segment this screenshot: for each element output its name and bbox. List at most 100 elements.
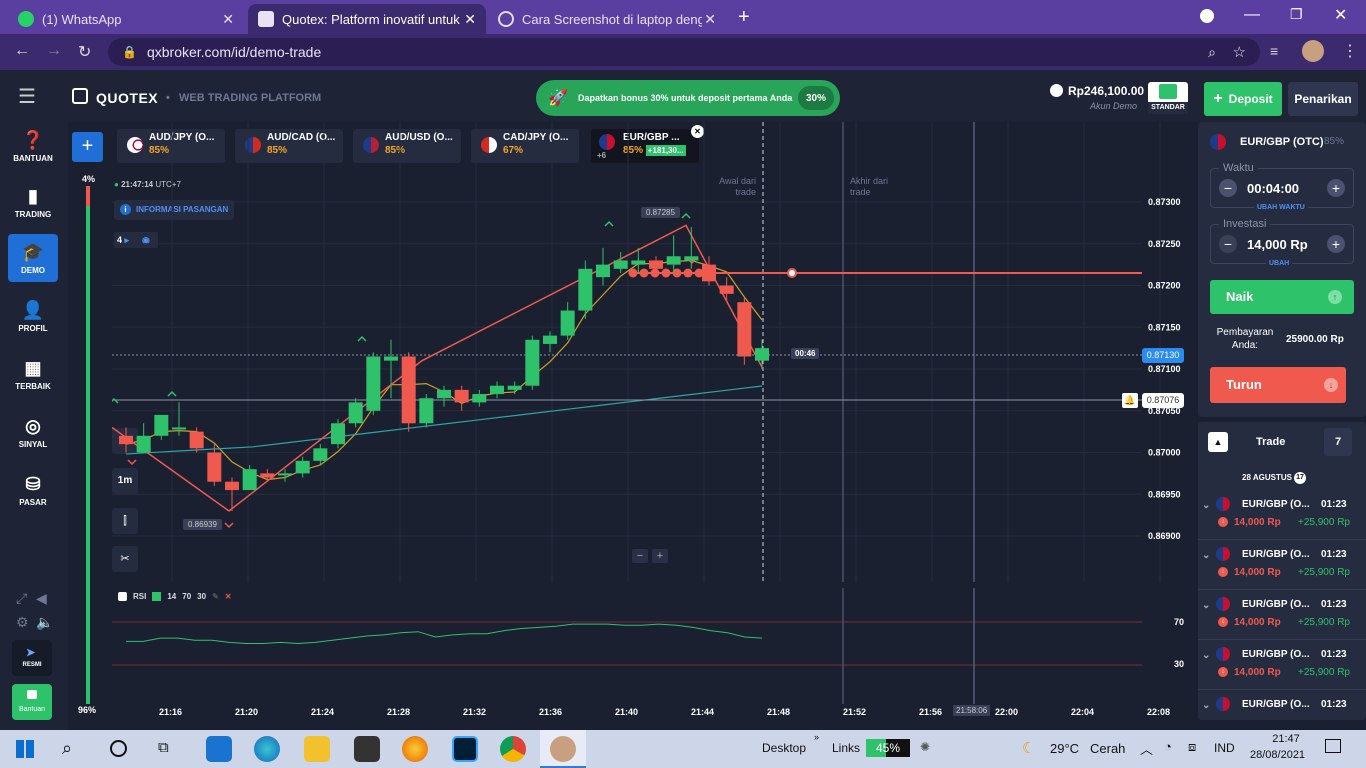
new-tab-button[interactable]: + xyxy=(738,6,750,28)
tab-whatsapp[interactable]: (1) WhatsApp ✕ xyxy=(8,4,244,34)
close-asset-icon[interactable]: ✕ xyxy=(691,125,704,138)
fullscreen-icon[interactable]: ⤢ xyxy=(16,590,28,606)
close-tab-icon[interactable]: ✕ xyxy=(464,10,476,27)
chart-type-button[interactable]: ⫿ xyxy=(112,508,138,534)
promo-banner[interactable]: 🚀 Dapatkan bonus 30% untuk deposit perta… xyxy=(536,80,840,116)
tray-chevron-icon[interactable]: ︿ xyxy=(1140,742,1154,757)
notifications-icon[interactable] xyxy=(1325,739,1341,753)
edit-icon[interactable]: ✎ xyxy=(212,592,219,601)
alert-price-label[interactable]: 0.87076 xyxy=(1142,393,1184,408)
url-field[interactable]: 🔒 qxbroker.com/id/demo-trade ⌕ ☆ xyxy=(108,38,1260,66)
asset-tab-audusd[interactable]: AUD/USD (O... 85% xyxy=(353,129,461,163)
settings-icon[interactable]: ⚙ xyxy=(16,614,29,630)
sidebar-item-help[interactable]: ❓ BANTUAN xyxy=(8,122,58,170)
investment-plus-button[interactable]: + xyxy=(1327,235,1345,253)
tab-search-icon[interactable] xyxy=(1200,9,1214,23)
chrome-profile-taskbar-item[interactable] xyxy=(540,730,586,768)
asset-tab-audcad[interactable]: AUD/CAD (O... 85% xyxy=(235,129,343,163)
sidebar-item-market[interactable]: ⛁ PASAR xyxy=(8,466,58,514)
weather-temp[interactable]: 29°C xyxy=(1050,741,1080,756)
trade-history-item[interactable]: ⌄ EUR/GBP (O... 01:23 ↓ 14,000 Rp +25,90… xyxy=(1198,592,1366,640)
collapse-trades-icon[interactable]: ▲ xyxy=(1208,432,1228,452)
sidebar-item-signals[interactable]: ◎ SINYAL xyxy=(8,408,58,456)
profile-avatar[interactable] xyxy=(1302,40,1324,62)
mail-app-icon[interactable] xyxy=(206,736,232,762)
timeframe-button[interactable]: 1m xyxy=(112,468,138,494)
network-icon[interactable]: ◔ xyxy=(1164,739,1172,754)
sound-icon[interactable]: 🔈 xyxy=(36,614,54,630)
sidebar-item-demo[interactable]: 🎓 DEMO xyxy=(8,234,58,282)
time-field[interactable]: Waktu − 00:04:00 + xyxy=(1210,162,1354,208)
clock-time[interactable]: 21:47 xyxy=(1272,733,1300,745)
selected-asset[interactable]: EUR/GBP (OTC) xyxy=(1240,136,1324,148)
expand-chevron-icon[interactable]: ⌄ xyxy=(1202,500,1211,511)
windows-start-icon[interactable] xyxy=(16,740,34,758)
desktop-toolbar[interactable]: Desktop xyxy=(762,741,807,755)
investment-field[interactable]: Investasi − 14,000 Rp + xyxy=(1210,218,1354,264)
investment-value[interactable]: 14,000 Rp xyxy=(1247,237,1308,252)
add-asset-button[interactable]: + xyxy=(72,132,103,162)
back-arrow-icon[interactable]: ◀ xyxy=(36,590,47,606)
investment-minus-button[interactable]: − xyxy=(1219,235,1237,253)
language-indicator[interactable]: IND xyxy=(1214,741,1235,755)
sidebar-item-profile[interactable]: 👤 PROFIL xyxy=(8,292,58,340)
tab-screenshot[interactable]: Cara Screenshot di laptop denga... ✕ xyxy=(488,4,726,34)
clock-date[interactable]: 28/08/2021 xyxy=(1250,749,1306,761)
close-tab-icon[interactable]: ✕ xyxy=(222,10,234,27)
file-explorer-icon[interactable] xyxy=(304,736,330,762)
close-window-icon[interactable]: ✕ xyxy=(1334,7,1348,24)
trade-history-item[interactable]: ⌄ EUR/GBP (O... 01:23 ↓ xyxy=(1198,692,1366,720)
battery-widget[interactable]: 45% xyxy=(866,739,910,757)
search-icon[interactable]: ⌕ xyxy=(62,738,73,758)
weather-moon-icon[interactable]: ☾ xyxy=(1022,740,1036,757)
tools-button[interactable]: ✂ xyxy=(112,546,138,572)
hamburger-menu-icon[interactable]: ☰ xyxy=(18,86,36,108)
minimize-icon[interactable]: — xyxy=(1244,6,1260,23)
expand-chevron-icon[interactable]: ⌄ xyxy=(1202,550,1211,561)
expand-chevron-icon[interactable]: ⌄ xyxy=(1202,650,1211,661)
asset-tab-cadjpy[interactable]: CAD/JPY (O... 67% xyxy=(471,129,579,163)
tab-quotex[interactable]: Quotex: Platform inovatif untuk i... ✕ xyxy=(248,4,486,34)
browser-menu-icon[interactable]: ⋮ xyxy=(1342,43,1358,60)
change-investment-link[interactable]: UBAH xyxy=(1266,260,1293,267)
chrome-icon[interactable] xyxy=(500,736,526,762)
deposit-button[interactable]: + Deposit xyxy=(1204,82,1282,116)
weather-text[interactable]: Cerah xyxy=(1090,741,1126,756)
links-toolbar[interactable]: Links xyxy=(832,741,861,755)
edge-icon[interactable] xyxy=(254,736,280,762)
expand-chevron-icon[interactable]: ⌄ xyxy=(1202,600,1211,611)
back-icon[interactable]: ← xyxy=(14,42,30,59)
network-status-icon[interactable]: ⧈ xyxy=(1188,739,1197,754)
asset-tab-audjpy[interactable]: AUD/JPY (O... 85% xyxy=(117,129,225,163)
sidebar-item-top[interactable]: ▦ TERBAIK xyxy=(8,350,58,398)
remove-icon[interactable]: ✕ xyxy=(224,592,232,601)
collapse-icon[interactable] xyxy=(118,592,127,601)
store-icon[interactable] xyxy=(354,736,380,762)
time-plus-button[interactable]: + xyxy=(1327,179,1345,197)
zoom-icon[interactable]: ⌕ xyxy=(1208,43,1216,60)
time-minus-button[interactable]: − xyxy=(1219,179,1237,197)
cortana-icon[interactable] xyxy=(110,740,127,757)
close-tab-icon[interactable]: ✕ xyxy=(704,10,716,27)
zoom-in-button[interactable]: + xyxy=(652,549,668,563)
maximize-icon[interactable]: ❐ xyxy=(1290,6,1303,22)
account-dropdown-icon[interactable] xyxy=(1050,84,1063,97)
trades-count[interactable]: 7 xyxy=(1324,428,1352,456)
trade-history-item[interactable]: ⌄ EUR/GBP (O... 01:23 ↓ 14,000 Rp +25,90… xyxy=(1198,542,1366,590)
reading-list-icon[interactable]: ≡ xyxy=(1270,43,1279,59)
price-chart[interactable]: 0.87300 0.87250 0.87200 0.87150 0.87100 0.870… xyxy=(112,122,1190,582)
down-button[interactable]: Turun ↓ xyxy=(1210,367,1346,403)
alert-bell-icon[interactable]: 🔔 xyxy=(1122,393,1138,408)
firefox-icon[interactable] xyxy=(402,736,428,762)
up-button[interactable]: Naik ↑ xyxy=(1210,280,1354,314)
sidebar-item-trading[interactable]: ▮ TRADING xyxy=(8,178,58,226)
balance[interactable]: Rp246,100.00 xyxy=(1068,84,1145,98)
photoshop-icon[interactable] xyxy=(452,736,478,762)
asset-tab-eurgbp-active[interactable]: +6 EUR/GBP ... 85% +181,30... ✕ xyxy=(591,125,704,163)
pair-info-button[interactable]: i INFORMASI PASANGAN xyxy=(114,200,235,220)
trade-history-item[interactable]: ⌄ EUR/GBP (O... 01:23 ↓ 14,000 Rp +25,90… xyxy=(1198,642,1366,690)
forward-icon[interactable]: → xyxy=(46,42,62,59)
bookmark-star-icon[interactable]: ☆ xyxy=(1232,44,1246,61)
zoom-out-button[interactable]: − xyxy=(632,549,648,563)
support-button[interactable]: Bantuan xyxy=(12,684,52,720)
